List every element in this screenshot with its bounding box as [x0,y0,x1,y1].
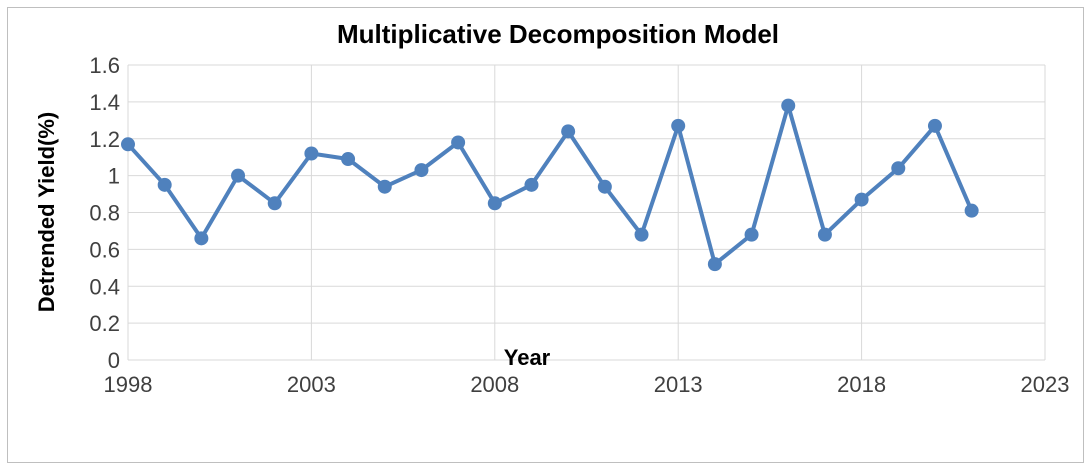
x-tick-label: 2023 [1021,372,1070,397]
data-point [891,161,906,176]
data-point [451,135,466,150]
x-tick-label: 2003 [287,372,336,397]
data-point [854,192,869,207]
y-axis-title: Detrended Yield(%) [34,112,59,312]
y-tick-label: 0 [108,348,120,373]
series-layer [121,98,979,272]
data-point [157,177,172,192]
data-point [817,227,832,242]
x-tick-label: 1998 [104,372,153,397]
data-point [781,98,796,113]
data-point [671,118,686,133]
y-tick-label: 1.6 [89,53,120,78]
data-point [634,227,649,242]
y-tick-label: 0.4 [89,274,120,299]
data-point [707,257,722,272]
x-tick-label: 2008 [470,372,519,397]
data-point [487,196,502,211]
y-tick-label: 0.8 [89,201,120,226]
y-tick-label: 0.6 [89,237,120,262]
data-point [341,152,356,167]
data-point [597,179,612,194]
y-tick-label: 1 [108,164,120,189]
data-point [964,203,979,218]
tick-labels: 0 0.2 0.4 0.6 0.8 1 1.2 1.4 1.6 1998 2003 2008 2013 2… [89,53,1069,397]
y-tick-label: 1.4 [89,90,120,115]
data-point [524,177,539,192]
data-point [121,137,135,152]
data-point [231,168,246,183]
data-point [194,231,209,246]
data-point [561,124,576,139]
x-axis-title: Year [504,345,551,370]
x-tick-label: 2018 [837,372,886,397]
data-point [414,163,429,178]
x-tick-label: 2013 [654,372,703,397]
series-line [126,103,974,267]
data-point [927,118,942,133]
data-point [267,196,282,211]
data-point [744,227,759,242]
y-tick-label: 1.2 [89,127,120,152]
y-tick-label: 0.2 [89,311,120,336]
data-point [304,146,319,161]
grid [127,64,1046,361]
chart-frame [7,7,1084,463]
chart-title: Multiplicative Decomposition Model [337,19,779,49]
data-point [377,179,392,194]
